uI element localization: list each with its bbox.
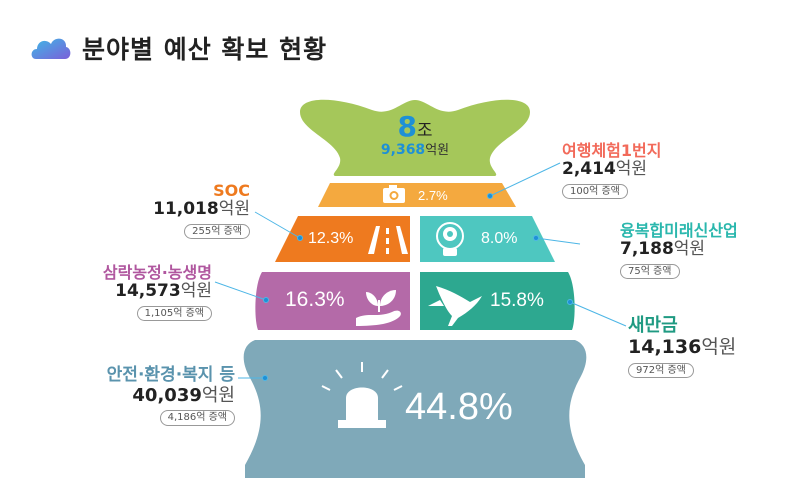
page-title: 분야별 예산 확보 현황 [82,35,328,64]
name-safety: 안전·환경·복지 등 [106,365,235,385]
pct-safety: 44.8% [405,386,513,428]
bag-top [300,99,530,176]
label-agri: 삼락농정·농생명 14,573억원 1,105억 증액 [102,263,212,322]
unit-tourism: 억원 [615,159,648,180]
unit-agri: 억원 [180,281,212,302]
amount-saemangeum: 14,136 [628,335,702,358]
increase-soc: 255억 증액 [184,223,250,240]
name-soc: SOC [213,181,250,200]
label-saemangeum: 새만금 14,136억원 972억 증액 [628,315,737,379]
increase-tourism: 100억 증액 [562,183,628,200]
siren-icon [321,362,403,428]
total-big: 8 [397,110,417,143]
unit-soc: 억원 [218,199,250,220]
amount-tourism: 2,414 [562,159,616,180]
amount-soc: 11,018 [153,199,219,220]
increase-saemangeum: 972억 증액 [628,362,694,379]
name-agri: 삼락농정·농생명 [102,263,212,282]
amount-industry: 7,188 [620,239,674,260]
label-industry: 융복합미래신산업 7,188억원 75억 증액 [620,221,738,280]
brain-bulb-icon [436,222,464,256]
increase-agri: 1,105억 증액 [136,305,212,322]
pct-agri: 16.3% [285,288,345,311]
unit-saemangeum: 억원 [701,335,737,358]
amount-agri: 14,573 [115,281,181,302]
name-industry: 융복합미래신산업 [620,221,738,240]
label-tourism: 여행체험1번지 2,414억원 100억 증액 [562,141,662,200]
unit-industry: 억원 [673,239,706,260]
total-jo: 조 [416,121,433,141]
pct-soc: 12.3% [308,230,354,247]
pct-industry: 8.0% [481,230,518,247]
increase-safety: 4,186억 증액 [159,410,235,426]
segment-safety [243,340,587,478]
label-safety: 안전·환경·복지 등 40,039억원 4,186억 증액 [106,365,235,426]
segment-tourism [318,183,516,207]
name-saemangeum: 새만금 [628,315,678,336]
unit-safety: 억원 [201,384,235,406]
road-icon [368,226,408,254]
cloud-icon [31,38,71,59]
total-unit: 억원 [425,143,450,158]
label-soc: SOC 11,018억원 255억 증액 [153,181,250,240]
pct-tourism: 2.7% [418,188,448,203]
name-tourism: 여행체험1번지 [562,141,662,160]
sprout-hand-icon [356,290,401,326]
amount-safety: 40,039 [132,384,202,406]
leader-lines [214,162,627,381]
pct-saemangeum: 15.8% [490,290,544,311]
total-sub: 9,368 [380,142,426,158]
increase-industry: 75억 증액 [620,263,680,280]
total-budget: 8조 9,368억원 [335,110,495,158]
camera-icon [383,185,405,203]
crane-icon [428,286,482,326]
title-area: 분야별 예산 확보 현황 [30,28,327,68]
